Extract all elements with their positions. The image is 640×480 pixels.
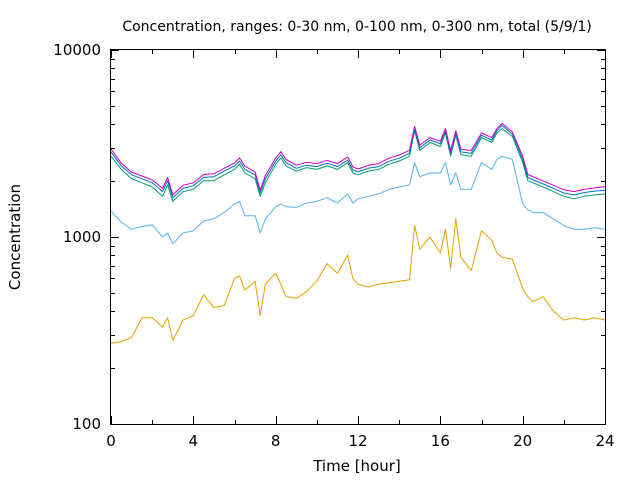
series-line-4 [110, 124, 606, 199]
x-tick-label: 4 [189, 432, 199, 450]
chart-title: Concentration, ranges: 0-30 nm, 0-100 nm… [122, 19, 591, 35]
x-tick-label: 12 [348, 432, 367, 450]
x-tick-label: 8 [271, 432, 281, 450]
series-line-1 [110, 218, 606, 344]
x-tick-label: 20 [513, 432, 532, 450]
y-tick-label: 1000 [63, 228, 101, 246]
series-line-2 [110, 155, 606, 245]
series-line-5 [110, 122, 606, 196]
x-tick-label: 0 [106, 432, 116, 450]
plot-frame [110, 49, 606, 425]
y-axis-label: Concentration [6, 184, 24, 290]
x-tick-label: 16 [431, 432, 450, 450]
x-tick-label: 24 [595, 432, 614, 450]
ticks-layer: 0 4 8 12 16 20 24 100 1000 10000 [53, 41, 614, 450]
x-axis-label: Time [hour] [312, 457, 401, 475]
series-line-3 [110, 128, 606, 202]
y-tick-label: 100 [72, 415, 101, 433]
y-tick-label: 10000 [53, 41, 101, 59]
series-layer [110, 122, 606, 344]
